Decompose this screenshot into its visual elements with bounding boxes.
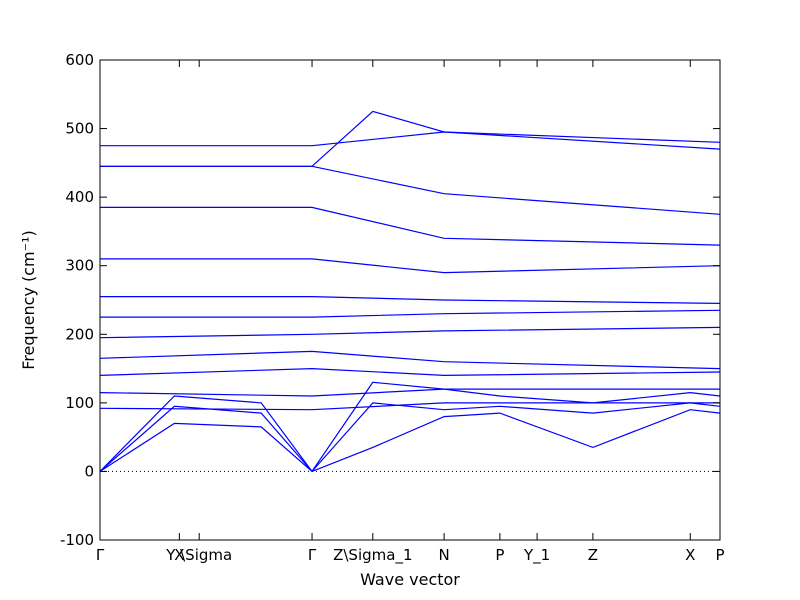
y-tick-label: 0	[84, 462, 94, 480]
band-line	[99, 326, 721, 339]
band-line	[99, 381, 721, 473]
band-line	[99, 409, 721, 473]
y-tick-label: -100	[60, 531, 94, 549]
band-line	[100, 110, 721, 167]
x-tick-label: X	[685, 546, 695, 564]
band-line	[100, 296, 721, 304]
y-axis-label: Frequency (cm⁻¹)	[19, 230, 38, 369]
band-line	[99, 402, 720, 411]
band-line	[100, 131, 721, 147]
y-tick-label: 500	[65, 120, 94, 138]
y-tick-label: 100	[65, 394, 94, 412]
x-tick-label: N	[438, 546, 449, 564]
plot-area	[99, 110, 721, 473]
y-tick-label: 400	[65, 188, 94, 206]
band-line	[99, 350, 721, 370]
x-tick-label: Z	[588, 546, 598, 564]
x-tick-label: Y \Sigma	[165, 546, 232, 564]
x-tick-label: Γ	[308, 546, 317, 564]
band-line	[99, 388, 720, 397]
x-tick-label: X	[174, 546, 184, 564]
x-tick-label: Y_1	[523, 546, 550, 565]
y-tick-label: 300	[65, 257, 94, 275]
x-tick-label: P	[715, 546, 724, 564]
band-line	[100, 206, 721, 246]
x-tick-label: Z\Sigma_1	[333, 546, 412, 565]
band-line	[100, 309, 721, 318]
x-axis: Γ XY \Sigma Γ Z\Sigma_1 N P Y_1 Z X P	[96, 60, 725, 565]
y-axis: -100 0 100 200 300 400 500 600	[60, 51, 720, 549]
x-tick-label: Γ	[96, 546, 105, 564]
y-tick-label: 200	[65, 325, 94, 343]
x-axis-label: Wave vector	[360, 570, 460, 589]
band-line	[99, 367, 721, 377]
y-tick-label: 600	[65, 51, 94, 69]
plot-frame	[99, 59, 721, 541]
band-line	[100, 258, 721, 274]
band-line	[99, 402, 721, 473]
x-tick-label: P	[495, 546, 504, 564]
